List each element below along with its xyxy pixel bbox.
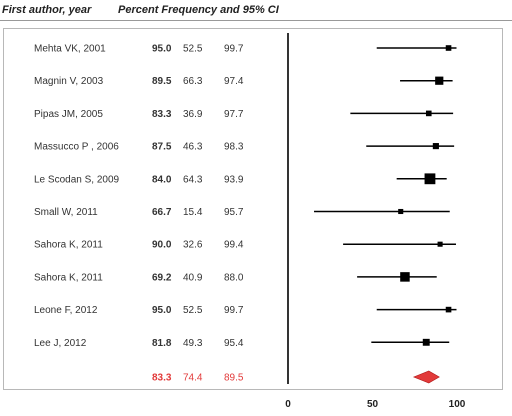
study-estimate: 69.2 (152, 272, 172, 283)
study-point-square (425, 173, 436, 184)
study-label: Lee J, 2012 (34, 338, 87, 349)
pooled-upper-ci: 89.5 (224, 373, 244, 384)
study-label: Mehta VK, 2001 (34, 44, 106, 55)
study-lower-ci: 46.3 (183, 142, 203, 153)
study-lower-ci: 52.5 (183, 44, 203, 55)
study-point-square (398, 209, 403, 214)
study-estimate: 87.5 (152, 142, 172, 153)
study-lower-ci: 66.3 (183, 76, 203, 87)
study-estimate: 95.0 (152, 305, 172, 316)
study-label: Sahora K, 2011 (34, 240, 103, 251)
study-upper-ci: 93.9 (224, 174, 244, 185)
study-lower-ci: 64.3 (183, 174, 203, 185)
study-upper-ci: 95.7 (224, 207, 244, 218)
study-upper-ci: 98.3 (224, 142, 244, 153)
study-estimate: 83.3 (152, 109, 172, 120)
x-tick-label: 0 (285, 399, 291, 410)
study-point-square (400, 272, 410, 282)
study-upper-ci: 99.7 (224, 44, 244, 55)
study-label: Sahora K, 2011 (34, 272, 103, 283)
study-lower-ci: 49.3 (183, 338, 203, 349)
study-estimate: 81.8 (152, 338, 172, 349)
study-label: Pipas JM, 2005 (34, 109, 103, 120)
study-label: Leone F, 2012 (34, 305, 98, 316)
study-lower-ci: 15.4 (183, 207, 203, 218)
study-lower-ci: 36.9 (183, 109, 203, 120)
study-point-square (446, 45, 452, 51)
x-tick-label: 50 (367, 399, 379, 410)
study-label: Small W, 2011 (34, 207, 98, 218)
study-lower-ci: 40.9 (183, 272, 203, 283)
study-upper-ci: 97.7 (224, 109, 244, 120)
study-point-square (435, 77, 443, 85)
study-upper-ci: 99.7 (224, 305, 244, 316)
study-estimate: 95.0 (152, 44, 172, 55)
study-point-square (433, 143, 439, 149)
study-label: Massucco P , 2006 (34, 142, 119, 153)
x-tick-label: 100 (449, 399, 466, 410)
pooled-lower-ci: 74.4 (183, 373, 203, 384)
pooled-estimate: 83.3 (152, 373, 172, 384)
study-estimate: 89.5 (152, 76, 172, 87)
study-point-square (426, 111, 432, 117)
study-label: Magnin V, 2003 (34, 76, 104, 87)
study-upper-ci: 88.0 (224, 272, 244, 283)
study-estimate: 66.7 (152, 207, 172, 218)
study-upper-ci: 95.4 (224, 338, 244, 349)
study-lower-ci: 52.5 (183, 305, 203, 316)
study-upper-ci: 97.4 (224, 76, 244, 87)
study-upper-ci: 99.4 (224, 240, 244, 251)
pooled-diamond (414, 371, 440, 383)
study-lower-ci: 32.6 (183, 240, 203, 251)
study-point-square (446, 307, 452, 313)
study-point-square (438, 242, 443, 247)
study-point-square (423, 339, 430, 346)
study-estimate: 90.0 (152, 240, 172, 251)
study-estimate: 84.0 (152, 174, 172, 185)
study-label: Le Scodan S, 2009 (34, 174, 120, 185)
